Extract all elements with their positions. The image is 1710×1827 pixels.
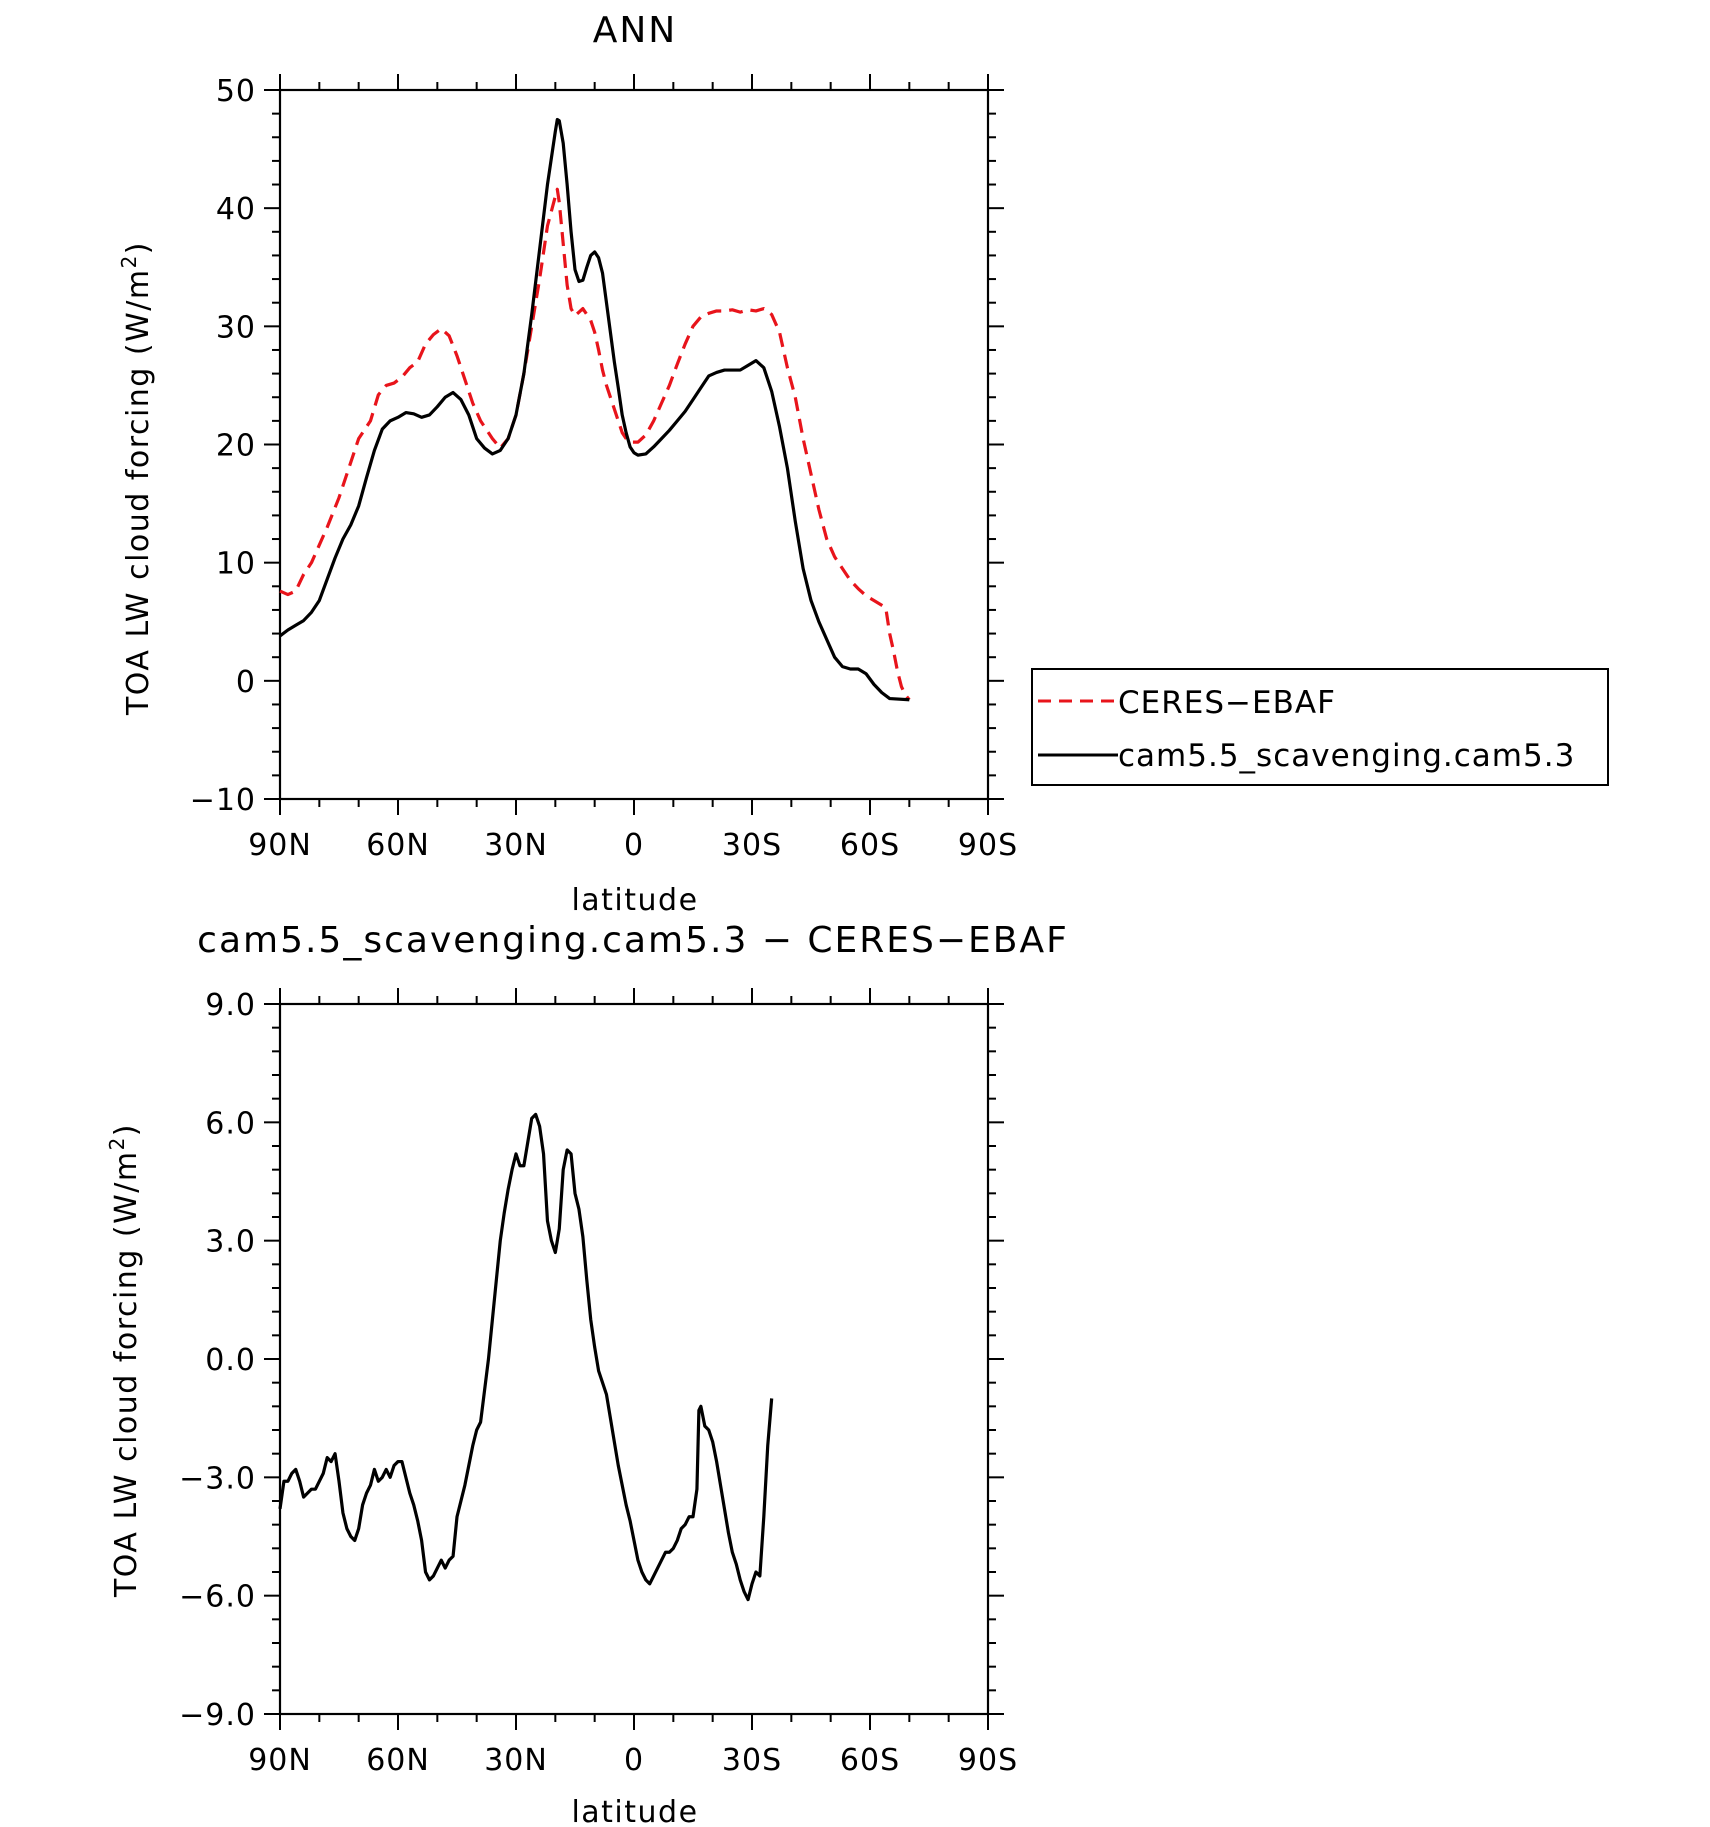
- bottom-ytick-label: 6.0: [205, 1106, 256, 1141]
- top-ytick-label: 10: [216, 547, 256, 582]
- top-xtick-label: 60N: [366, 828, 430, 863]
- bottom-ytick-label: 3.0: [205, 1225, 256, 1260]
- legend-box: [1031, 668, 1609, 786]
- bottom-xtick-label: 90S: [958, 1743, 1018, 1778]
- bottom-chart-panel: cam5.5_scavenging.cam5.3 − CERES−EBAF −9…: [105, 920, 1069, 1827]
- top-ytick-label: 20: [216, 429, 256, 464]
- top-chart-xlabel: latitude: [571, 883, 698, 918]
- top-ytick-label: 40: [216, 192, 256, 227]
- bottom-xtick-label: 60N: [366, 1743, 430, 1778]
- top-ytick-label: 30: [216, 310, 256, 345]
- bottom-xtick-label: 0: [624, 1743, 644, 1778]
- bottom-chart-axes: −9.0 −6.0 −3.0 0.0 3.0 6.0 9.0 90N 60N 30N 0 30S 60S…: [179, 988, 1018, 1778]
- top-series-line-1: [279, 117, 910, 702]
- top-ytick-label: 50: [216, 74, 256, 109]
- legend-label-cam5: cam5.5_scavenging.cam5.3: [1118, 738, 1575, 774]
- bottom-plot-frame: [278, 1002, 990, 1716]
- bottom-ytick-label: 9.0: [205, 988, 256, 1023]
- top-xtick-label: 60S: [840, 828, 900, 863]
- top-chart-axes: −10 0 10 20 30 40 50 90N 60N 30N 0 30S 60S 90S: [190, 74, 1018, 863]
- top-ytick-label: −10: [190, 783, 256, 818]
- legend-label-ceres: CERES−EBAF: [1118, 685, 1336, 721]
- bottom-chart-ylabel: TOA LW cloud forcing (W/m2): [105, 1123, 144, 1598]
- bottom-ytick-label: −3.0: [179, 1461, 256, 1496]
- bottom-series-line-0: [278, 1112, 774, 1602]
- bottom-ytick-label: 0.0: [205, 1343, 256, 1378]
- bottom-chart-series: [278, 1112, 774, 1602]
- top-chart-ylabel: TOA LW cloud forcing (W/m2): [117, 241, 156, 716]
- top-xtick-label: 90S: [958, 828, 1018, 863]
- bottom-chart-xlabel: latitude: [571, 1795, 698, 1827]
- top-xtick-label: 30N: [484, 828, 548, 863]
- top-chart-panel: ANN −10 0 10 20 30 40 50 90N 60N 30N 0 30S 60S 90S la…: [117, 10, 1609, 918]
- bottom-xtick-label: 30N: [484, 1743, 548, 1778]
- top-series-line-0: [279, 187, 911, 701]
- top-xtick-label: 0: [624, 828, 644, 863]
- bottom-ytick-label: −6.0: [179, 1580, 256, 1615]
- bottom-xtick-label: 30S: [722, 1743, 782, 1778]
- top-ytick-label: 0: [236, 665, 256, 700]
- top-chart-series: [279, 117, 911, 702]
- top-chart-title: ANN: [593, 10, 678, 51]
- bottom-xtick-label: 60S: [840, 1743, 900, 1778]
- bottom-chart-title: cam5.5_scavenging.cam5.3 − CERES−EBAF: [197, 920, 1069, 961]
- bottom-ytick-label: −9.0: [179, 1698, 256, 1733]
- top-xtick-label: 90N: [248, 828, 312, 863]
- legend: CERES−EBAF cam5.5_scavenging.cam5.3: [1031, 668, 1609, 786]
- top-xtick-label: 30S: [722, 828, 782, 863]
- bottom-xtick-label: 90N: [248, 1743, 312, 1778]
